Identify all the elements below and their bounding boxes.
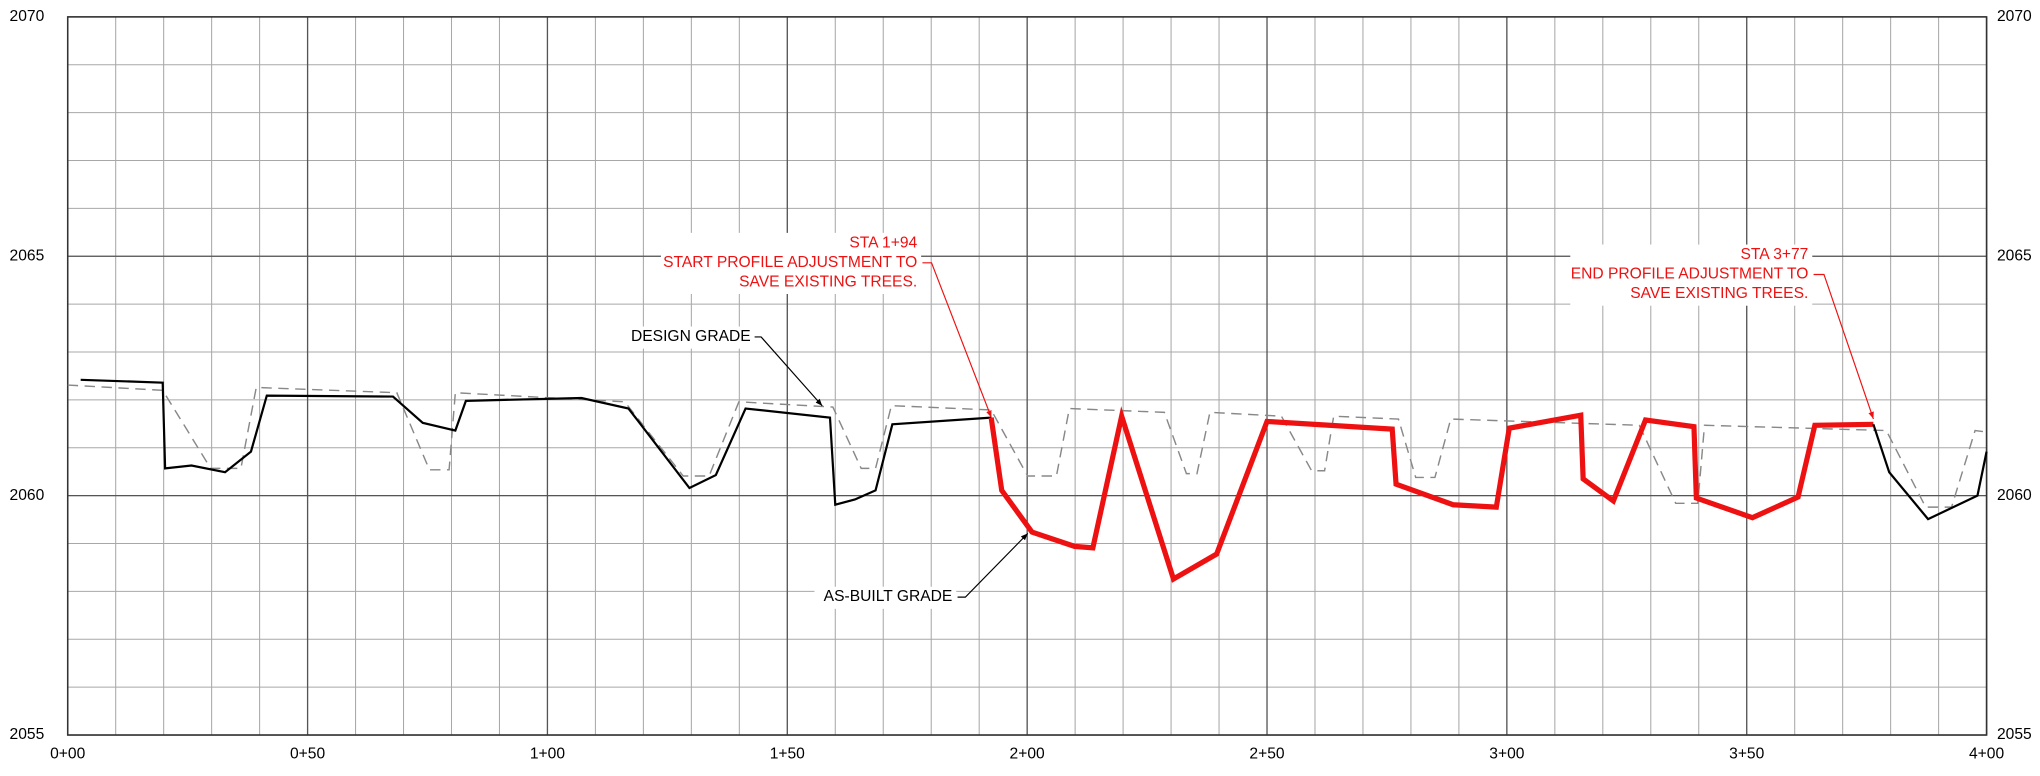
y-tick-label: 2070 bbox=[10, 8, 45, 25]
x-tick-label: 0+00 bbox=[50, 746, 85, 763]
as-built-grade-line bbox=[1872, 423, 1988, 521]
annotation-text: DESIGN GRADE bbox=[631, 328, 751, 345]
annotation-background bbox=[660, 232, 922, 295]
annotation-text: STA 3+77 bbox=[1741, 246, 1809, 263]
annotation-text: START PROFILE ADJUSTMENT TO bbox=[663, 254, 917, 271]
annotation-background bbox=[1570, 244, 1813, 306]
x-tick-label: 2+50 bbox=[1249, 746, 1284, 763]
annotation-leader bbox=[1813, 273, 1874, 420]
y-tick-label: 2065 bbox=[10, 247, 45, 264]
y-tick-label: 2060 bbox=[10, 487, 45, 504]
y2-tick-label: 2060 bbox=[1997, 487, 2032, 504]
as-built-grade-line bbox=[988, 406, 1874, 583]
annotation-leader bbox=[957, 532, 1029, 598]
annotation-text: SAVE EXISTING TREES. bbox=[1630, 285, 1808, 302]
annotation-background bbox=[814, 586, 957, 609]
annotation-leader bbox=[922, 262, 992, 418]
y-tick-label: 2055 bbox=[10, 726, 45, 743]
annotation-text: SAVE EXISTING TREES. bbox=[739, 273, 917, 290]
as-built-grade-line bbox=[80, 378, 992, 507]
annotation-text: END PROFILE ADJUSTMENT TO bbox=[1571, 266, 1809, 283]
x-tick-label: 1+00 bbox=[530, 746, 565, 763]
y2-tick-label: 2070 bbox=[1997, 8, 2032, 25]
x-tick-label: 2+00 bbox=[1010, 746, 1045, 763]
x-tick-label: 4+00 bbox=[1969, 746, 2004, 763]
annotation-background bbox=[631, 326, 755, 349]
x-tick-label: 3+00 bbox=[1489, 746, 1524, 763]
plot-frame bbox=[66, 16, 1988, 736]
x-tick-label: 0+50 bbox=[290, 746, 325, 763]
y2-tick-label: 2065 bbox=[1997, 247, 2032, 264]
annotation-text: STA 1+94 bbox=[849, 234, 917, 251]
x-tick-label: 3+50 bbox=[1729, 746, 1764, 763]
x-tick-label: 1+50 bbox=[770, 746, 805, 763]
design-grade-line bbox=[67, 384, 1987, 508]
y2-tick-label: 2055 bbox=[1997, 726, 2032, 743]
annotation-leader bbox=[754, 336, 823, 407]
annotation-text: AS-BUILT GRADE bbox=[824, 588, 953, 605]
